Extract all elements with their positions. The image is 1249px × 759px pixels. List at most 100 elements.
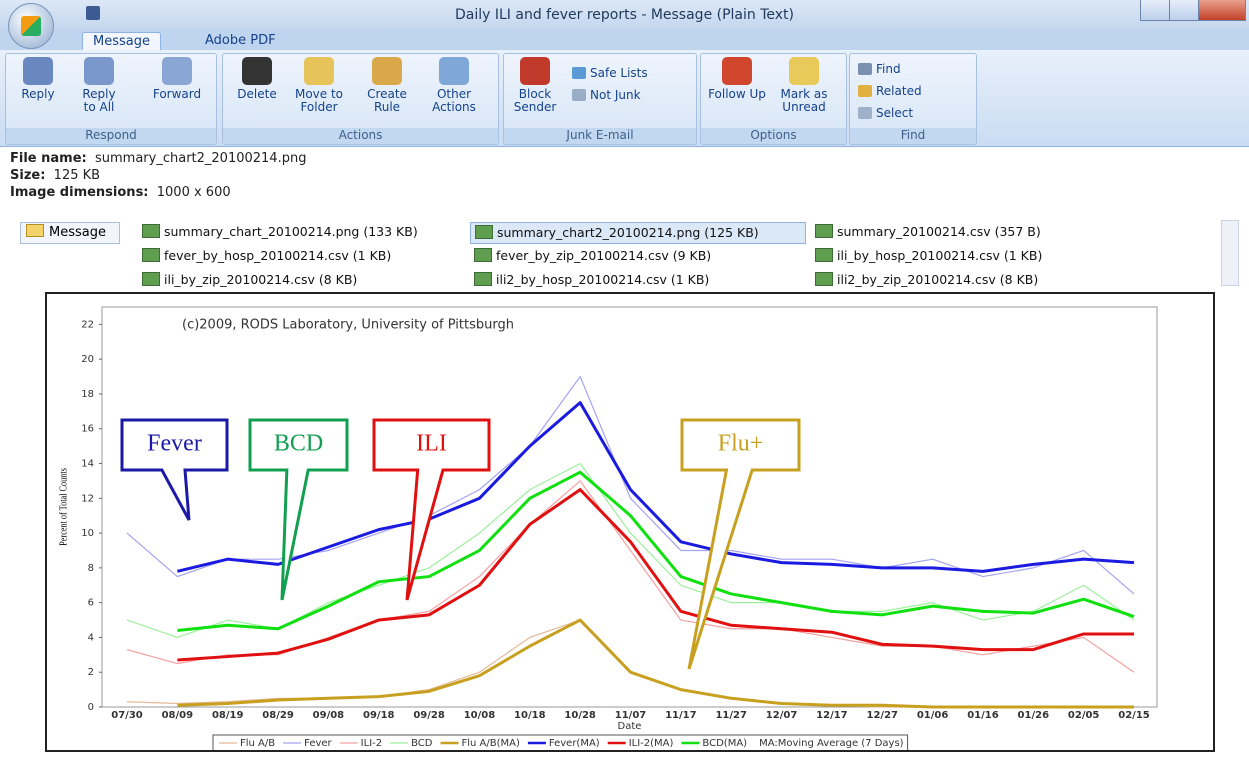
- ribbon-button[interactable]: Create Rule: [359, 57, 415, 114]
- button-icon: [789, 57, 819, 85]
- y-tick-label: 20: [81, 354, 94, 365]
- attachment[interactable]: fever_by_zip_20100214.csv (9 KB): [470, 246, 804, 266]
- ribbon-button[interactable]: Delete: [229, 57, 285, 101]
- button-label: Other Actions: [432, 87, 476, 114]
- attachment-name: fever_by_zip_20100214.csv (9 KB): [496, 248, 712, 263]
- ribbon-button[interactable]: Reply: [10, 57, 66, 101]
- ribbon-tab[interactable]: Adobe PDF: [205, 33, 276, 48]
- button-icon: [162, 57, 192, 85]
- x-tick-label: 08/09: [162, 710, 194, 721]
- y-axis-label: Percent of Total Counts: [57, 468, 69, 546]
- ribbon-button[interactable]: Select: [858, 104, 913, 122]
- group-label: Actions: [223, 128, 498, 144]
- callout: [372, 418, 491, 601]
- attachment-name: ili_by_zip_20100214.csv (8 KB): [164, 272, 358, 287]
- series-line: [177, 488, 1134, 662]
- plot-area: [101, 306, 1158, 708]
- ribbon-button[interactable]: Forward: [146, 57, 208, 101]
- x-tick-label: 12/17: [816, 710, 848, 721]
- series-line: [177, 618, 1134, 709]
- button-label: Reply to All: [82, 87, 116, 114]
- scrollbar[interactable]: [1221, 220, 1239, 286]
- attachment-icon: [474, 272, 492, 286]
- info-value: summary_chart2_20100214.png: [95, 151, 307, 166]
- attachment-icon: [142, 248, 160, 262]
- legend-note: MA:Moving Average (7 Days): [759, 738, 904, 749]
- y-tick-label: 22: [81, 319, 94, 330]
- button-icon: [372, 57, 402, 85]
- button-label: Block Sender: [513, 87, 557, 114]
- button-label: Create Rule: [367, 87, 407, 114]
- x-tick-label: 08/29: [262, 710, 294, 721]
- ribbon-button[interactable]: Mark as Unread: [773, 57, 835, 114]
- save-icon[interactable]: [86, 6, 100, 20]
- y-tick-label: 4: [88, 632, 94, 643]
- series-line: [177, 470, 1135, 632]
- ribbon-tab[interactable]: Message: [82, 32, 161, 51]
- maximize-button[interactable]: [1169, 0, 1199, 21]
- ribbon-button[interactable]: Follow Up: [707, 57, 767, 101]
- attachment[interactable]: summary_chart_20100214.png (133 KB): [138, 222, 463, 242]
- attachment-name: summary_chart_20100214.png (133 KB): [164, 224, 418, 239]
- callout-label: Flu+: [718, 431, 764, 457]
- ribbon-button[interactable]: Reply to All: [78, 57, 120, 114]
- close-button[interactable]: [1198, 0, 1246, 21]
- attachment[interactable]: ili2_by_zip_20100214.csv (8 KB): [811, 270, 1216, 290]
- legend: Flu A/B Fever ILI-2 BCD Flu A/B(MA) Fever(MA)…: [212, 734, 909, 752]
- y-tick-label: 2: [88, 667, 94, 678]
- legend-label: ILI-2(MA): [629, 738, 674, 749]
- ribbon-button[interactable]: Safe Lists: [572, 64, 648, 82]
- attachment[interactable]: ili_by_hosp_20100214.csv (1 KB): [811, 246, 1216, 266]
- x-tick-label: 02/05: [1068, 710, 1100, 721]
- ribbon-button[interactable]: Related: [858, 82, 922, 100]
- y-tick-label: 10: [81, 528, 94, 539]
- office-button[interactable]: [8, 3, 54, 49]
- attachment-icon: [142, 224, 160, 238]
- info-row: Image dimensions: 1000 x 600: [10, 184, 306, 201]
- minimize-button[interactable]: [1140, 0, 1170, 21]
- attachment[interactable]: summary_chart2_20100214.png (125 KB): [470, 222, 806, 244]
- ribbon-button[interactable]: Move to Folder: [289, 57, 349, 114]
- attachment-name: summary_20100214.csv (357 B): [837, 224, 1041, 239]
- attachment[interactable]: ili2_by_hosp_20100214.csv (1 KB): [470, 270, 804, 290]
- legend-label: Fever: [304, 738, 332, 749]
- message-tab[interactable]: Message: [20, 222, 120, 244]
- ribbon-group: Reply Reply to All Forward Respond: [5, 53, 217, 145]
- legend-label: BCD: [411, 738, 433, 749]
- attachment-icon: [815, 248, 833, 262]
- button-icon: [439, 57, 469, 85]
- y-tick-label: 8: [88, 563, 94, 574]
- x-tick-label: 12/27: [867, 710, 899, 721]
- callout-label: Fever: [147, 431, 202, 457]
- x-tick-label: 09/08: [313, 710, 345, 721]
- ribbon-group: Delete Move to Folder Create Rule Other Act…: [222, 53, 499, 145]
- attachment[interactable]: summary_20100214.csv (357 B): [811, 222, 1216, 242]
- attachment[interactable]: ili_by_zip_20100214.csv (8 KB): [138, 270, 463, 290]
- attachment-icon: [815, 224, 833, 238]
- button-icon: [572, 89, 586, 101]
- x-tick-label: 01/16: [967, 710, 999, 721]
- title-bar: Daily ILI and fever reports - Message (P…: [0, 0, 1249, 30]
- attachment-name: summary_chart2_20100214.png (125 KB): [497, 225, 759, 240]
- info-row: Size: 125 KB: [10, 167, 306, 184]
- ribbon-button[interactable]: Other Actions: [419, 57, 489, 114]
- ribbon-button[interactable]: Not Junk: [572, 86, 641, 104]
- attachment[interactable]: fever_by_hosp_20100214.csv (1 KB): [138, 246, 463, 266]
- y-tick-label: 14: [81, 459, 94, 470]
- button-label: Forward: [152, 87, 202, 101]
- attachments: summary_chart_20100214.png (133 KB) summa…: [0, 218, 1249, 290]
- file-info: File name: summary_chart2_20100214.png Si…: [10, 150, 306, 201]
- copyright: (c)2009, RODS Laboratory, University of …: [182, 318, 514, 333]
- group-label: Respond: [6, 128, 216, 144]
- x-tick-label: 10/08: [464, 710, 496, 721]
- attachment-name: ili_by_hosp_20100214.csv (1 KB): [837, 248, 1043, 263]
- button-label: Select: [876, 106, 914, 120]
- x-tick-label: 07/30: [111, 710, 143, 721]
- legend-label: Flu A/B: [240, 738, 275, 749]
- info-label: Image dimensions:: [10, 185, 149, 200]
- x-tick-label: 02/15: [1118, 710, 1150, 721]
- ribbon-button[interactable]: Block Sender: [510, 57, 560, 114]
- x-tick-label: 12/07: [766, 710, 798, 721]
- callout: [680, 418, 801, 670]
- ribbon-button[interactable]: Find: [858, 60, 901, 78]
